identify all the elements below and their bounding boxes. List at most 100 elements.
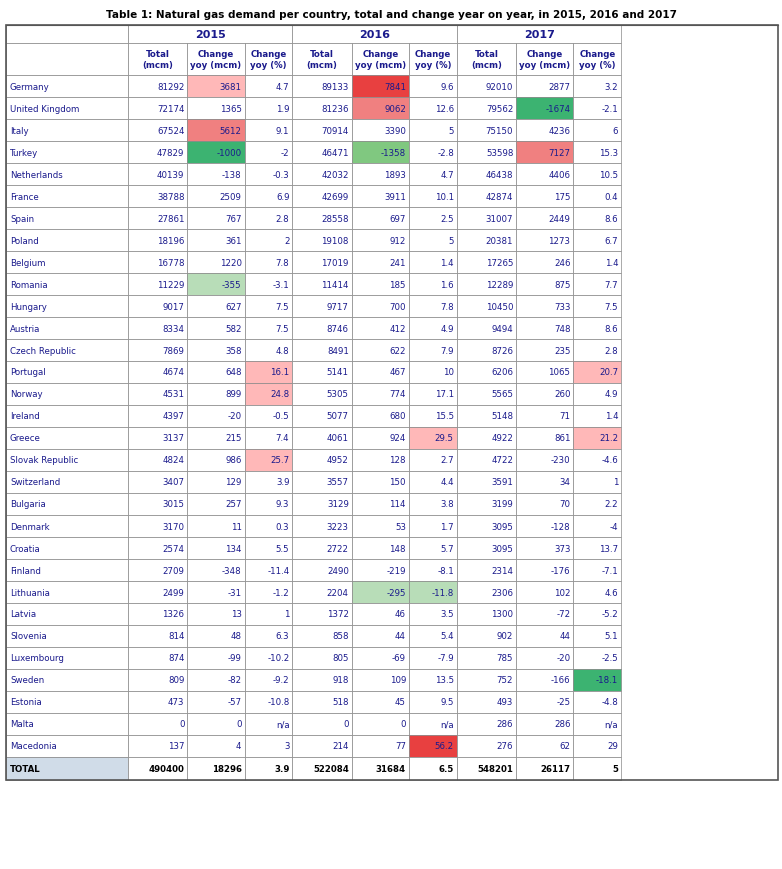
Bar [409,76,457,98]
Bar [188,340,245,362]
Text: 522084: 522084 [313,764,349,773]
Bar [573,735,621,757]
Text: 1326: 1326 [163,610,185,619]
Bar [292,428,352,449]
Bar [516,449,573,472]
Text: 9.5: 9.5 [440,698,454,706]
Bar [409,383,457,406]
Text: 5: 5 [448,126,454,136]
Bar [128,318,188,340]
Text: 4397: 4397 [163,412,185,421]
Bar [6,515,128,537]
Bar [292,252,352,274]
Text: 2709: 2709 [163,566,185,574]
Bar [573,626,621,647]
Text: Table 1: Natural gas demand per country, total and change year on year, in 2015,: Table 1: Natural gas demand per country,… [106,10,677,20]
Text: 44: 44 [395,632,406,640]
Bar [409,603,457,626]
Bar [409,406,457,428]
Text: 40139: 40139 [157,170,185,179]
Bar [245,428,292,449]
Text: 214: 214 [332,741,349,751]
Bar [409,669,457,691]
Bar [128,603,188,626]
Text: 175: 175 [554,192,570,202]
Bar [128,713,188,735]
Text: Switzerland: Switzerland [10,478,60,487]
Bar [352,383,409,406]
Bar [573,537,621,560]
Bar [292,626,352,647]
Bar [409,142,457,164]
Text: 26117: 26117 [540,764,570,773]
Text: 4674: 4674 [163,368,185,377]
Text: Portugal: Portugal [10,368,45,377]
Text: 46438: 46438 [486,170,513,179]
Text: 7.8: 7.8 [276,258,289,267]
Text: n/a: n/a [604,720,619,729]
Text: Finland: Finland [10,566,41,574]
Bar [6,560,128,581]
Text: 114: 114 [389,500,406,509]
Text: -11.4: -11.4 [267,566,289,574]
Text: 4236: 4236 [548,126,570,136]
Bar [573,229,621,252]
Text: 5: 5 [612,764,619,773]
Bar [6,229,128,252]
Text: Austria: Austria [10,324,41,333]
Bar [128,76,188,98]
Bar [188,626,245,647]
Text: 8.6: 8.6 [604,324,619,333]
Text: Change
yoy (%): Change yoy (%) [250,50,287,70]
Bar [409,560,457,581]
Bar [292,647,352,669]
Text: 7841: 7841 [384,83,406,91]
Bar [292,560,352,581]
Text: 1.7: 1.7 [440,522,454,531]
Bar [573,713,621,735]
Text: 28558: 28558 [321,215,349,223]
Text: 18296: 18296 [212,764,242,773]
Text: -11.8: -11.8 [432,587,454,597]
Text: 185: 185 [389,280,406,289]
Bar [292,669,352,691]
Bar [6,208,128,229]
Text: 4406: 4406 [548,170,570,179]
Bar [573,449,621,472]
Text: 4722: 4722 [491,456,513,465]
Bar [409,229,457,252]
Text: 7.4: 7.4 [276,434,289,443]
Bar [516,713,573,735]
Text: 7.5: 7.5 [276,302,289,311]
Bar [516,229,573,252]
Bar [6,669,128,691]
Bar [409,428,457,449]
Text: 215: 215 [225,434,242,443]
Text: 0.4: 0.4 [604,192,619,202]
Bar [516,626,573,647]
Bar [188,120,245,142]
Bar [573,362,621,383]
Text: 2.7: 2.7 [440,456,454,465]
Bar [188,98,245,120]
Bar [573,757,621,780]
Text: 7.9: 7.9 [440,346,454,355]
Bar [245,449,292,472]
Text: 31684: 31684 [376,764,406,773]
Bar [457,340,516,362]
Text: 697: 697 [389,215,406,223]
Bar [245,98,292,120]
Text: 13: 13 [231,610,242,619]
Text: 5612: 5612 [220,126,242,136]
Bar [188,713,245,735]
Bar [6,406,128,428]
Bar [188,142,245,164]
Bar [457,318,516,340]
Bar [409,98,457,120]
Bar [188,647,245,669]
Bar [188,295,245,318]
Bar [188,472,245,494]
Text: 3557: 3557 [327,478,349,487]
Bar [409,691,457,713]
Text: 3095: 3095 [491,522,513,531]
